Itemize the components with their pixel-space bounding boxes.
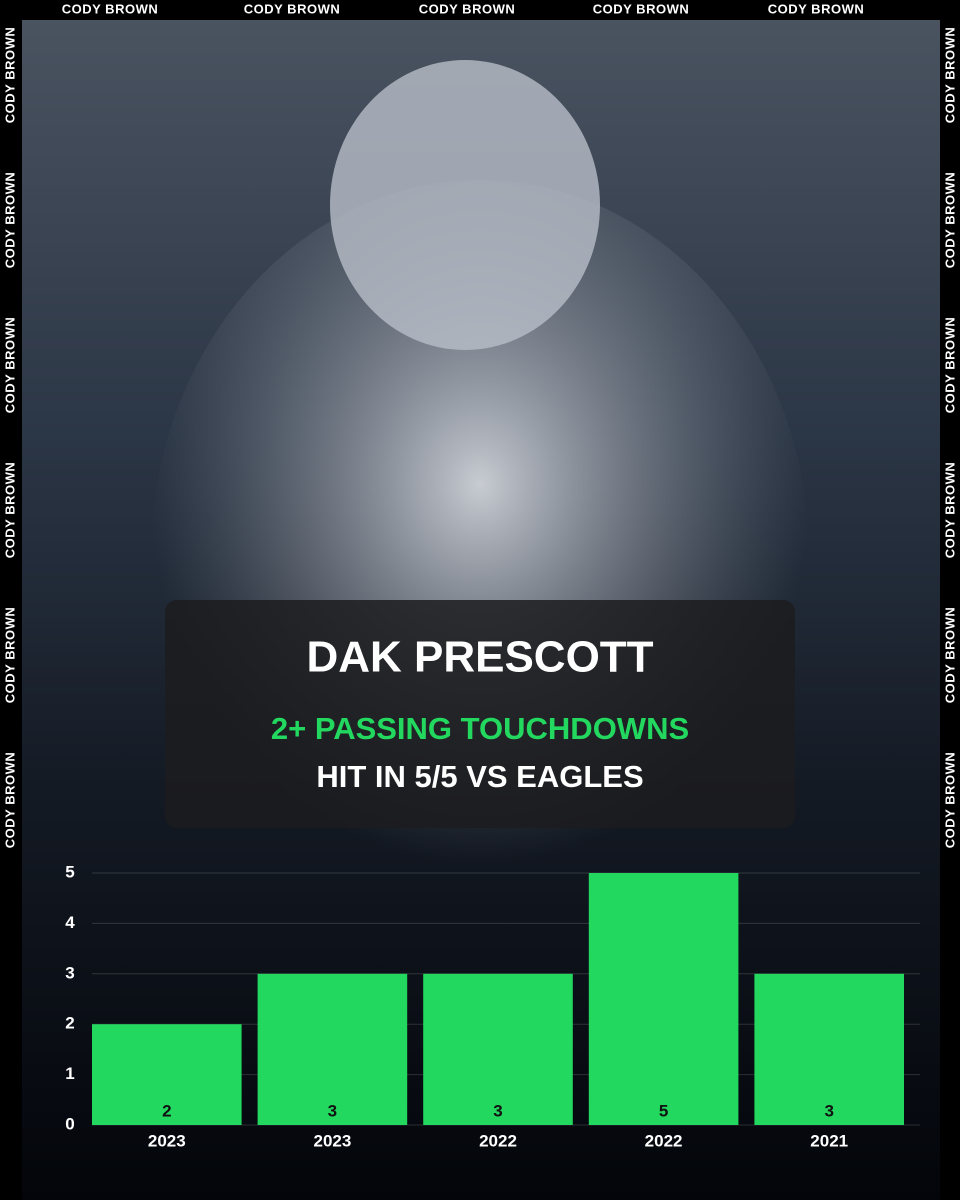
x-tick-label: 2022 <box>645 1131 683 1150</box>
x-tick-label: 2023 <box>148 1131 186 1150</box>
value-label: 3 <box>824 1101 833 1120</box>
y-tick-label: 4 <box>65 913 75 932</box>
helmet <box>330 60 600 350</box>
watermark: CODY BROWN <box>2 27 17 123</box>
y-tick-label: 3 <box>65 963 74 982</box>
x-tick-label: 2023 <box>313 1131 351 1150</box>
y-tick-label: 0 <box>65 1114 74 1133</box>
watermark: CODY BROWN <box>942 172 957 268</box>
chart-subtitle: 2+ PASSING TOUCHDOWNS <box>271 711 689 746</box>
watermark: CODY BROWN <box>768 1 864 16</box>
watermark: CODY BROWN <box>2 172 17 268</box>
watermark: CODY BROWN <box>2 317 17 413</box>
watermark: CODY BROWN <box>942 462 957 558</box>
watermark: CODY BROWN <box>942 27 957 123</box>
bar <box>423 973 573 1125</box>
watermark: CODY BROWN <box>942 317 957 413</box>
bar <box>588 873 739 1125</box>
value-label: 3 <box>493 1101 502 1120</box>
watermark: CODY BROWN <box>942 752 957 848</box>
value-label: 3 <box>328 1101 337 1120</box>
watermark: CODY BROWN <box>244 1 340 16</box>
value-label: 5 <box>659 1101 668 1120</box>
annotation: HIT IN 5/5 VS EAGLES <box>316 759 643 794</box>
y-tick-label: 2 <box>65 1014 74 1033</box>
bar <box>257 973 408 1125</box>
chart-title: DAK PRESCOTT <box>306 633 653 682</box>
bar <box>92 1024 242 1125</box>
x-tick-label: 2021 <box>810 1131 848 1150</box>
bar <box>754 973 904 1125</box>
value-label: 2 <box>162 1101 171 1120</box>
watermark: CODY BROWN <box>942 607 957 703</box>
watermark: CODY BROWN <box>419 1 515 16</box>
y-tick-label: 1 <box>65 1064 74 1083</box>
title-box <box>165 600 795 828</box>
watermark: CODY BROWN <box>2 607 17 703</box>
watermark: CODY BROWN <box>62 1 158 16</box>
x-tick-label: 2022 <box>479 1131 517 1150</box>
watermark: CODY BROWN <box>593 1 689 16</box>
watermark: CODY BROWN <box>2 752 17 848</box>
watermark: CODY BROWN <box>2 462 17 558</box>
y-tick-label: 5 <box>65 862 74 881</box>
